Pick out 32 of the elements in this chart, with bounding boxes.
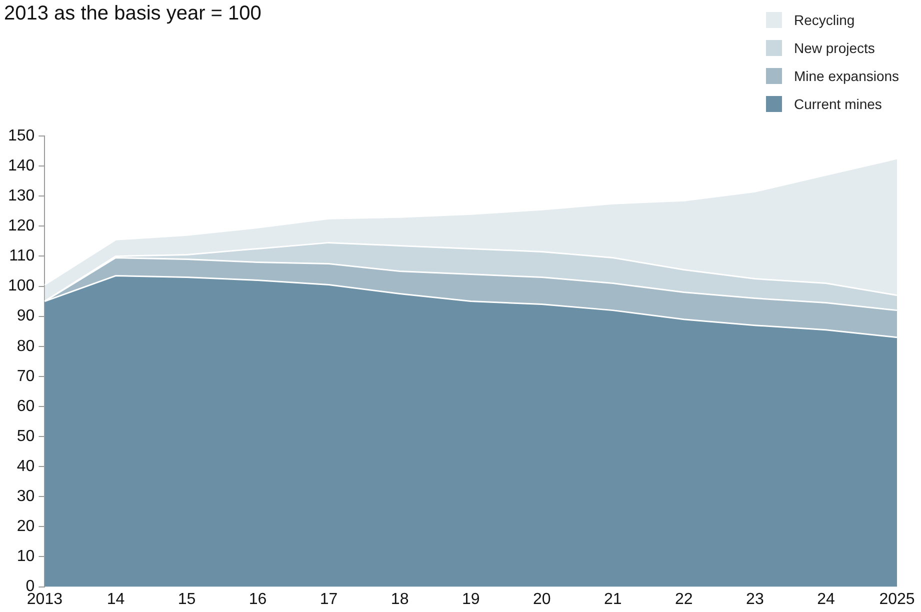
x-tick-label: 23	[746, 590, 764, 608]
y-tick-label: 20	[16, 518, 35, 536]
legend-label: Current mines	[794, 96, 882, 112]
y-tick-label: 140	[8, 157, 35, 174]
x-tick-label: 21	[604, 590, 622, 608]
y-tick-label: 110	[9, 248, 35, 265]
x-tick-label: 16	[248, 590, 267, 608]
x-tick-label: 15	[178, 590, 196, 608]
x-tick-label: 20	[532, 590, 551, 608]
x-tick-label: 22	[675, 590, 693, 608]
x-tick-label: 14	[106, 590, 125, 608]
y-tick-label: 60	[16, 398, 35, 415]
y-tick-label: 50	[16, 428, 35, 445]
y-tick-label: 70	[16, 368, 35, 385]
legend-label: Recycling	[794, 12, 855, 28]
x-tick-label: 24	[817, 590, 835, 608]
y-tick-label: 10	[16, 548, 35, 566]
x-tick-label: 17	[320, 590, 338, 608]
legend-label: Mine expansions	[794, 68, 900, 84]
x-tick-label: 2025	[879, 590, 915, 608]
y-tick-label: 130	[8, 188, 35, 205]
y-tick-label: 90	[16, 308, 35, 325]
y-tick-label: 120	[8, 218, 35, 235]
legend-label: New projects	[794, 40, 875, 56]
x-tick-label: 19	[462, 590, 480, 608]
chart-title: 2013 as the basis year = 100	[4, 2, 262, 25]
y-tick-label: 150	[8, 127, 35, 144]
y-tick-label: 80	[16, 338, 35, 355]
y-tick-label: 40	[16, 458, 35, 475]
y-tick-label: 100	[8, 278, 35, 295]
y-tick-label: 30	[16, 488, 35, 506]
x-tick-label: 18	[390, 590, 409, 608]
